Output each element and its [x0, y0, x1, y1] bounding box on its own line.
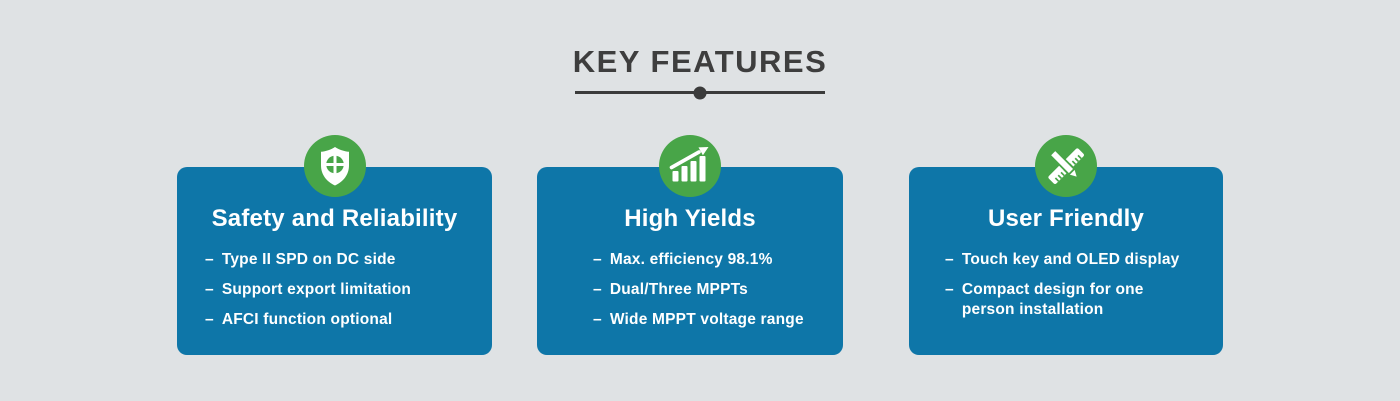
bullet-dash: – [205, 281, 214, 298]
ruler-pencil-icon [1034, 134, 1098, 198]
feature-card-high-yields: High Yields – Max. efficiency 98.1% – Du… [537, 135, 843, 355]
feature-item: – Wide MPPT voltage range [593, 310, 835, 330]
feature-card-user-friendly: User Friendly – Touch key and OLED displ… [909, 135, 1223, 355]
bullet-dash: – [593, 251, 602, 268]
card-title: Safety and Reliability [211, 205, 458, 232]
bullet-dash: – [945, 251, 954, 268]
feature-item: – Dual/Three MPPTs [593, 280, 835, 300]
feature-item: – Type II SPD on DC side [205, 250, 482, 270]
feature-item: – Max. efficiency 98.1% [593, 250, 835, 270]
feature-item: – Touch key and OLED display [945, 250, 1193, 270]
bullet-dash: – [205, 251, 214, 268]
feature-item-text: Wide MPPT voltage range [609, 311, 804, 328]
bullet-dash: – [593, 281, 602, 298]
growth-chart-icon [658, 134, 722, 198]
feature-item-text: AFCI function optional [221, 311, 393, 328]
divider-dot [693, 86, 707, 99]
header: KEY FEATURES [0, 0, 1400, 99]
card-title: High Yields [624, 205, 756, 232]
feature-card-safety: Safety and Reliability – Type II SPD on … [177, 135, 492, 355]
feature-item: – AFCI function optional [205, 310, 482, 330]
feature-item-text: Support export limitation [221, 281, 412, 298]
feature-list: – Type II SPD on DC side – Support expor… [177, 250, 492, 330]
feature-list: – Touch key and OLED display – Compact d… [909, 250, 1223, 320]
feature-item-text: Compact design for one person installati… [961, 281, 1144, 318]
feature-item: – Support export limitation [205, 280, 482, 300]
page-title: KEY FEATURES [572, 44, 828, 79]
feature-item-text: Max. efficiency 98.1% [609, 251, 773, 268]
bullet-dash: – [945, 281, 954, 298]
feature-item: – Compact design for one person installa… [945, 280, 1193, 320]
feature-item-text: Touch key and OLED display [961, 251, 1180, 268]
shield-check-icon [303, 134, 367, 198]
feature-list: – Max. efficiency 98.1% – Dual/Three MPP… [537, 250, 843, 330]
feature-item-text: Dual/Three MPPTs [609, 281, 748, 298]
feature-cards: Safety and Reliability – Type II SPD on … [177, 135, 1223, 355]
bullet-dash: – [205, 311, 214, 328]
feature-item-text: Type II SPD on DC side [221, 251, 396, 268]
card-title: User Friendly [988, 205, 1144, 232]
bullet-dash: – [593, 311, 602, 328]
divider [575, 86, 825, 99]
